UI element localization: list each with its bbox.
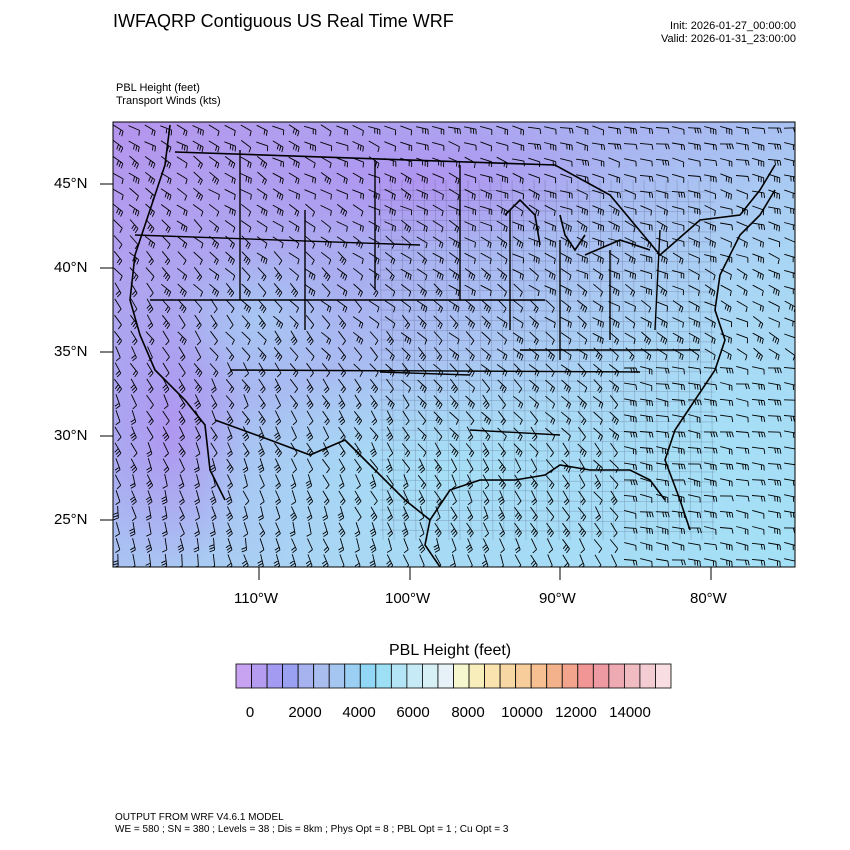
colorbar-box xyxy=(499,663,517,689)
colorbar-box xyxy=(546,663,563,689)
colorbar-box xyxy=(390,663,408,689)
colorbar-box xyxy=(561,663,579,689)
colorbar-box xyxy=(359,663,377,689)
colorbar-label-4000: 4000 xyxy=(342,704,376,721)
colorbar-box xyxy=(484,663,501,689)
footer-config-line: WE = 580 ; SN = 380 ; Levels = 38 ; Dis … xyxy=(115,824,509,835)
map-frame xyxy=(112,121,796,568)
colorbar-label-10000: 10000 xyxy=(501,704,543,721)
colorbar-box xyxy=(639,663,656,689)
colorbar-box xyxy=(297,663,315,689)
colorbar-box xyxy=(406,663,423,689)
colorbar-box xyxy=(328,663,346,689)
colorbar-boxes xyxy=(235,663,672,689)
colorbar-box xyxy=(282,663,299,689)
valid-time: Valid: 2026-01-31_23:00:00 xyxy=(661,33,796,45)
colorbar-box xyxy=(608,663,625,689)
footer-model-line: OUTPUT FROM WRF V4.6.1 MODEL xyxy=(115,812,284,823)
coastline-borders xyxy=(129,124,776,567)
field-label-winds: Transport Winds (kts) xyxy=(116,95,221,107)
map-title: IWFAQRP Contiguous US Real Time WRF xyxy=(113,11,454,31)
colorbar-box xyxy=(515,663,532,689)
colorbar-box xyxy=(453,663,470,689)
colorbar-box xyxy=(266,663,284,689)
lon-label-80: 80°W xyxy=(690,590,727,607)
pbl-region-north xyxy=(220,122,620,250)
lat-label-40: 40°N xyxy=(54,259,88,276)
colorbar-box xyxy=(313,663,330,689)
map-plot-area xyxy=(113,122,795,567)
lon-label-90: 90°W xyxy=(539,590,576,607)
colorbar-box xyxy=(437,663,454,689)
colorbar-box xyxy=(530,663,548,689)
colorbar-label-8000: 8000 xyxy=(451,704,485,721)
colorbar-label-12000: 12000 xyxy=(555,704,597,721)
colorbar-label-0: 0 xyxy=(245,704,255,721)
colorbar-box xyxy=(592,663,610,689)
pbl-region-atlantic xyxy=(600,340,795,567)
colorbar-box xyxy=(375,663,392,689)
colorbar-box xyxy=(468,663,485,689)
colorbar-box xyxy=(655,663,672,689)
transport-wind-barbs xyxy=(113,124,795,567)
colorbar-box xyxy=(577,663,594,689)
colorbar-label-14000: 14000 xyxy=(609,704,651,721)
colorbar-box xyxy=(422,663,439,689)
colorbar-box xyxy=(235,663,252,689)
colorbar-label-6000: 6000 xyxy=(396,704,430,721)
lat-label-25: 25°N xyxy=(54,511,88,528)
longitude-ticks xyxy=(258,567,712,580)
colorbar-label-2000: 2000 xyxy=(288,704,322,721)
colorbar-box xyxy=(251,663,268,689)
wind-barb-path xyxy=(113,124,795,567)
lat-label-35: 35°N xyxy=(54,343,88,360)
colorbar-box xyxy=(623,663,641,689)
lat-label-30: 30°N xyxy=(54,427,88,444)
colorbar-title: PBL Height (feet) xyxy=(389,642,512,659)
init-time: Init: 2026-01-27_00:00:00 xyxy=(670,20,796,32)
colorbar-box xyxy=(344,663,361,689)
lon-label-110: 110°W xyxy=(234,590,279,607)
lat-label-45: 45°N xyxy=(54,175,88,192)
latitude-ticks xyxy=(100,183,113,521)
lon-label-100: 100°W xyxy=(385,590,431,607)
field-label-pbl: PBL Height (feet) xyxy=(116,82,200,94)
